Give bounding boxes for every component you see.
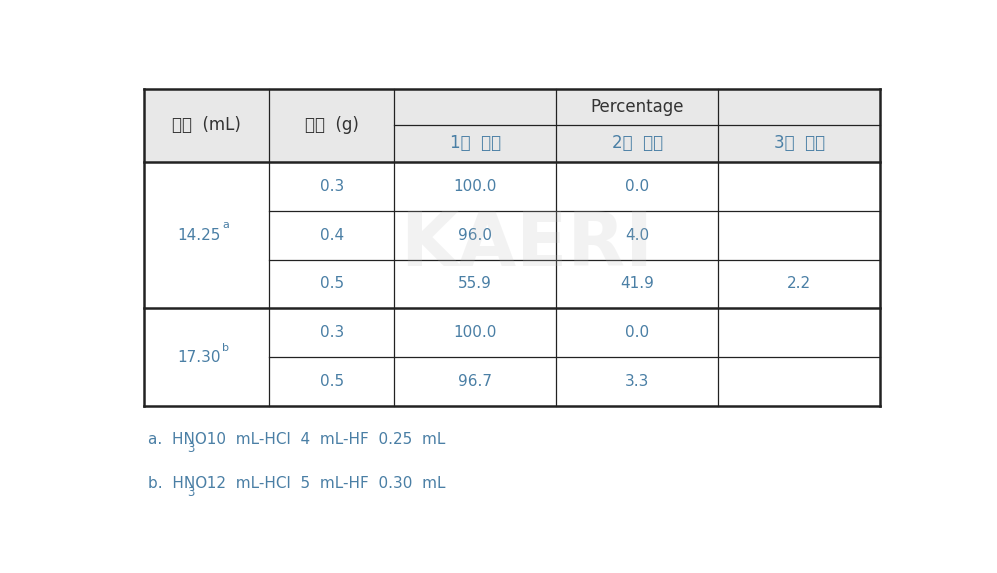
Text: a.  HNO: a. HNO <box>148 432 206 447</box>
Text: 0.0: 0.0 <box>625 325 649 340</box>
Text: 17.30: 17.30 <box>177 350 220 365</box>
Text: 부피  (mL): 부피 (mL) <box>172 116 241 134</box>
Text: KAERI: KAERI <box>400 209 653 282</box>
Text: 100.0: 100.0 <box>454 179 497 194</box>
Text: a: a <box>222 221 229 230</box>
Text: 100.0: 100.0 <box>454 325 497 340</box>
Text: 3차  용해: 3차 용해 <box>774 135 825 152</box>
Text: 2차  용해: 2차 용해 <box>612 135 663 152</box>
Text: 41.9: 41.9 <box>620 277 654 292</box>
Text: 3: 3 <box>186 442 194 455</box>
Text: b.  HNO: b. HNO <box>148 476 207 491</box>
Bar <box>144 358 880 406</box>
Text: 96.0: 96.0 <box>459 227 493 242</box>
Text: 96.7: 96.7 <box>459 374 493 389</box>
Bar <box>144 260 880 308</box>
Bar <box>144 162 880 211</box>
Bar <box>144 89 880 125</box>
Text: 10  mL-HCl  4  mL-HF  0.25  mL: 10 mL-HCl 4 mL-HF 0.25 mL <box>196 432 446 447</box>
Text: 0.5: 0.5 <box>320 277 344 292</box>
Text: 12  mL-HCl  5  mL-HF  0.30  mL: 12 mL-HCl 5 mL-HF 0.30 mL <box>196 476 446 491</box>
Text: b: b <box>222 343 229 352</box>
Text: 0.3: 0.3 <box>320 325 344 340</box>
Text: 0.4: 0.4 <box>320 227 344 242</box>
Text: 2.2: 2.2 <box>788 277 812 292</box>
Bar <box>144 308 880 358</box>
Text: 3.3: 3.3 <box>625 374 649 389</box>
Text: 3: 3 <box>186 486 194 499</box>
Text: 0.5: 0.5 <box>320 374 344 389</box>
Text: 1차  용해: 1차 용해 <box>450 135 500 152</box>
Text: 무게  (g): 무게 (g) <box>305 116 359 134</box>
Text: 4.0: 4.0 <box>625 227 649 242</box>
Text: 14.25: 14.25 <box>177 227 220 242</box>
Text: 0.0: 0.0 <box>625 179 649 194</box>
Bar <box>144 125 880 162</box>
Text: Percentage: Percentage <box>590 98 684 116</box>
Text: 55.9: 55.9 <box>459 277 493 292</box>
Text: 0.3: 0.3 <box>320 179 344 194</box>
Bar <box>144 211 880 260</box>
